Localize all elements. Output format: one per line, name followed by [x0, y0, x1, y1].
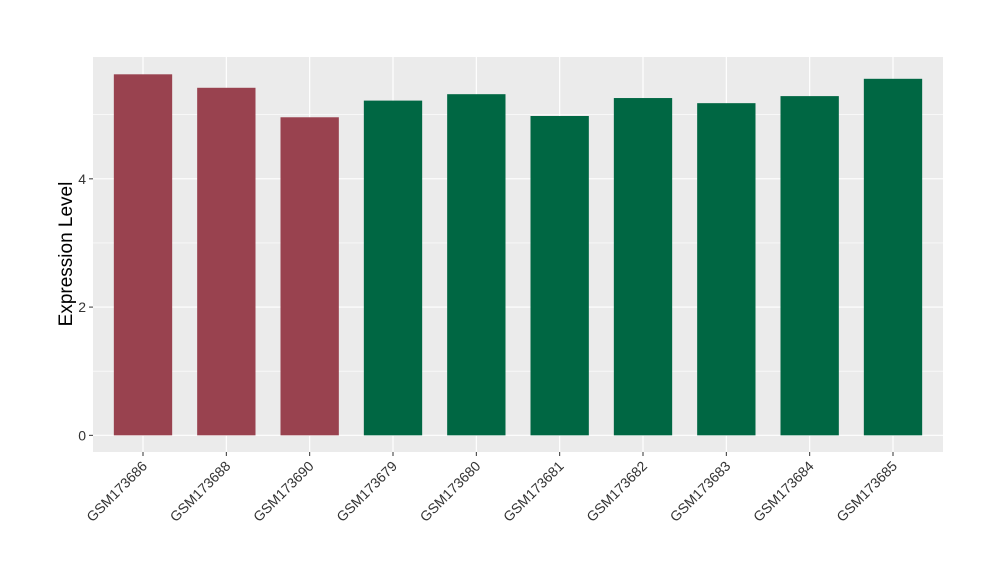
- x-axis: GSM173686 GSM173688 GSM173690 GSM173679 GSM1…: [83, 452, 900, 525]
- x-tick-label: GSM173681: [500, 458, 567, 525]
- bar-GSM173686: [113, 74, 173, 436]
- bar-GSM173688: [197, 87, 256, 436]
- bar-GSM173683: [697, 103, 756, 436]
- x-tick-label: GSM173685: [833, 458, 900, 525]
- x-tick-label: GSM173690: [250, 458, 317, 525]
- bar-GSM173690: [280, 117, 339, 436]
- y-axis: 0 2 4: [78, 171, 93, 443]
- x-tick-label: GSM173679: [333, 458, 400, 525]
- bar-GSM173680: [447, 94, 506, 436]
- bars: [113, 74, 923, 436]
- x-tick-label: GSM173680: [417, 458, 484, 525]
- bar-GSM173682: [613, 98, 673, 436]
- x-tick-label: GSM173684: [750, 458, 817, 525]
- bar-GSM173685: [863, 78, 923, 436]
- y-tick-label: 4: [78, 171, 86, 187]
- y-tick-label: 2: [78, 299, 86, 315]
- bar-GSM173684: [780, 96, 839, 436]
- y-tick-label: 0: [78, 427, 86, 443]
- x-tick-label: GSM173686: [83, 458, 150, 525]
- x-tick-label: GSM173688: [167, 458, 234, 525]
- x-tick-label: GSM173683: [667, 458, 734, 525]
- bar-GSM173679: [363, 100, 423, 436]
- y-axis-title: Expression Level: [56, 182, 77, 327]
- bar-GSM173681: [530, 115, 589, 436]
- x-tick-label: GSM173682: [583, 458, 650, 525]
